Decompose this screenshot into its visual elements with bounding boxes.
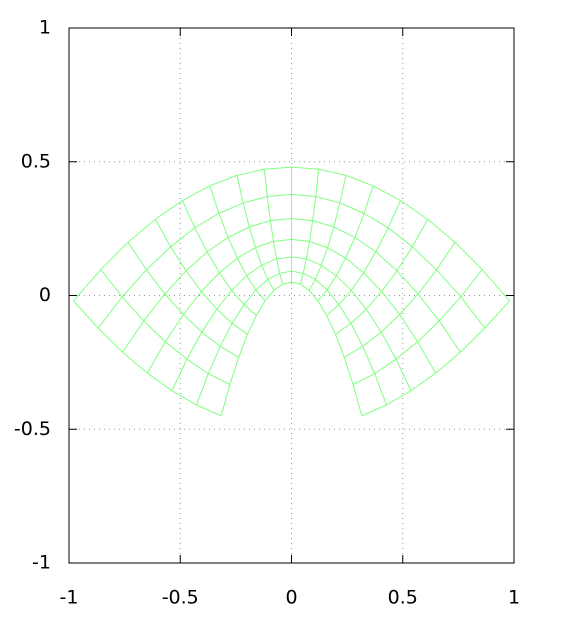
mesh-column [236,175,275,291]
mesh-column [352,269,483,386]
x-tick-label: 0 [285,587,297,609]
y-tick-label: 0.5 [21,150,51,172]
plot-border [68,27,515,564]
mesh-column [335,219,429,335]
mesh-column [308,175,347,291]
x-tick-label: -0.5 [162,587,199,609]
mesh-column [73,300,222,417]
mesh-column [127,241,240,358]
mesh-column [100,269,231,386]
mesh-column [154,219,248,335]
mesh-column [343,241,456,358]
y-tick-label: -1 [32,552,51,574]
mesh-column [263,169,284,285]
y-tick-label: 0 [39,284,51,306]
mesh-column [361,300,510,417]
x-tick-label: -1 [60,587,79,609]
y-tick-label: -0.5 [14,418,51,440]
mesh-column [209,185,266,302]
mesh-column [182,200,257,316]
x-tick-label: 1 [508,587,520,609]
mesh-column [326,200,401,316]
mesh-column [299,169,320,285]
y-tick-label: 1 [39,17,51,39]
mesh-column [317,185,374,302]
x-tick-label: 0.5 [388,587,418,609]
